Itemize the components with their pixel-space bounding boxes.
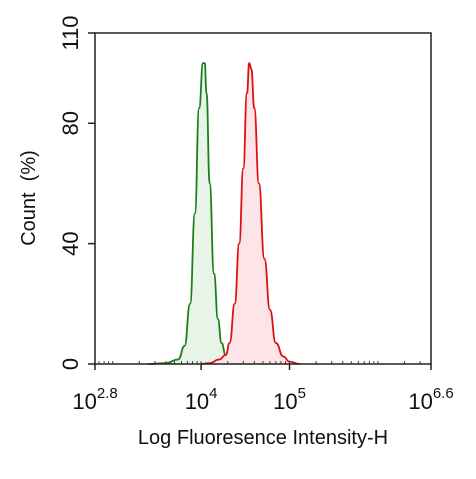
x-tick-label: 106.6 <box>408 385 453 414</box>
series-1-line <box>201 62 300 365</box>
y-tick-label: 80 <box>58 111 83 135</box>
series-0-line <box>147 62 241 365</box>
y-tick-label: 40 <box>58 231 83 255</box>
y-tick-label: 110 <box>58 15 83 50</box>
y-axis-title: Count (%) <box>18 150 40 246</box>
y-tick-label: 0 <box>58 358 83 370</box>
x-tick-label: 104 <box>185 385 218 414</box>
series-1-area <box>201 63 300 364</box>
x-axis-title: Log Fluoresence Intensity-H <box>138 427 388 449</box>
plot-frame <box>94 32 432 365</box>
plot-area <box>98 62 421 365</box>
series-0-area <box>147 63 241 364</box>
x-tick-label: 102.8 <box>72 385 117 414</box>
x-tick-label: 105 <box>273 385 306 414</box>
x-axis: 102.8 104 105 106.6 <box>72 364 454 414</box>
y-axis: 0 40 80 110 <box>58 15 95 370</box>
